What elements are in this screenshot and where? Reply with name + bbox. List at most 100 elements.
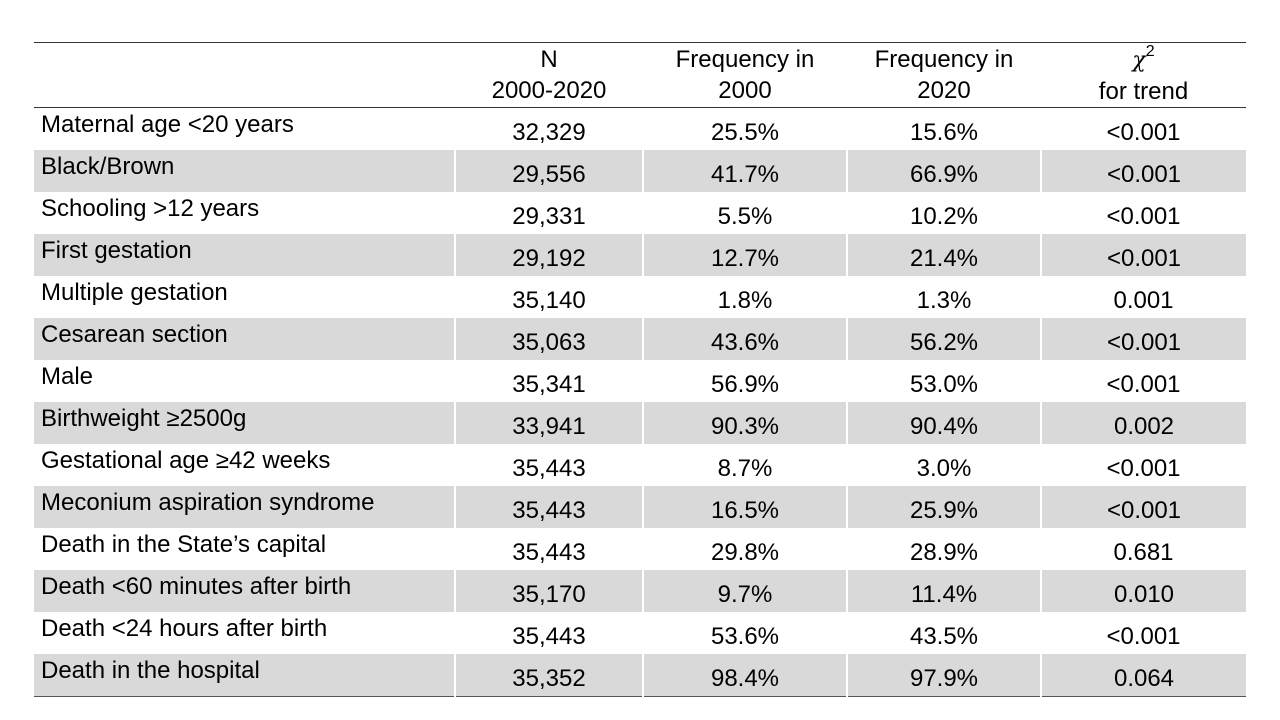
header-f2020-line2: 2020 [917,77,971,104]
table-row: Black/Brown 29,556 41.7% 66.9% <0.001 [34,150,1246,192]
cell-n: 35,063 [454,318,643,360]
table-row: Death in the State’s capital 35,443 29.8% 2… [34,528,1246,570]
cell-n: 29,192 [454,234,643,276]
row-label: Maternal age <20 years [41,111,294,138]
cell-n: 35,443 [512,538,586,566]
cell-n: 35,443 [512,454,586,482]
row-label: Death <60 minutes after birth [34,570,455,612]
cell-frequency-2020: 97.9% [846,654,1041,697]
cell-frequency-2000: 1.8% [717,286,773,314]
row-label: Multiple gestation [41,279,228,306]
row-label: Schooling >12 years [41,195,260,222]
row-label: Black/Brown [34,150,455,192]
table-body: Maternal age <20 years 32,329 25.5% 15.6% <0… [34,108,1246,697]
cell-frequency-2000: 8.7% [717,454,773,482]
row-label: Male [41,363,94,390]
cell-chi-trend: <0.001 [1106,118,1181,146]
table-row: Gestational age ≥42 weeks 35,443 8.7% 3.0% <… [34,444,1246,486]
cell-frequency-2000: 56.9% [710,370,780,398]
header-chi-square: χ2 for trend [1041,42,1246,108]
row-label: Cesarean section [34,318,455,360]
cell-n: 35,443 [512,622,586,650]
row-label: First gestation [34,234,455,276]
header-n-line1: N [540,46,558,73]
cell-n: 29,556 [454,150,643,192]
cell-frequency-2020: 90.4% [846,402,1041,444]
cell-frequency-2000: 9.7% [642,570,847,612]
cell-frequency-2020: 1.3% [916,286,972,314]
data-table: N 2000-2020 Frequency in 2000 Frequency … [34,42,1246,697]
header-label [34,42,455,108]
cell-n: 35,341 [512,370,586,398]
table-row: Multiple gestation 35,140 1.8% 1.3% 0.001 [34,276,1246,318]
header-f2000-line2: 2000 [718,77,772,104]
cell-frequency-2000: 16.5% [642,486,847,528]
header-chi-line2: for trend [1098,77,1189,105]
cell-frequency-2020: 21.4% [846,234,1041,276]
cell-frequency-2020: 10.2% [909,202,979,230]
table-row: Death in the hospital 35,352 98.4% 97.9% 0.0… [34,654,1246,697]
table-row: Schooling >12 years 29,331 5.5% 10.2% <0.001 [34,192,1246,234]
cell-chi-trend: <0.001 [1040,234,1246,276]
table-row: First gestation 29,192 12.7% 21.4% <0.001 [34,234,1246,276]
cell-frequency-2000: 25.5% [710,118,780,146]
cell-n: 35,352 [454,654,643,697]
table-row: Male 35,341 56.9% 53.0% <0.001 [34,360,1246,402]
cell-frequency-2000: 29.8% [710,538,780,566]
cell-frequency-2000: 41.7% [642,150,847,192]
cell-frequency-2020: 28.9% [909,538,979,566]
header-f2000-line1: Frequency in [675,46,815,73]
cell-frequency-2020: 15.6% [909,118,979,146]
row-label: Meconium aspiration syndrome [34,486,455,528]
cell-chi-trend: 0.001 [1113,286,1174,314]
cell-frequency-2020: 66.9% [846,150,1041,192]
cell-chi-trend: <0.001 [1040,486,1246,528]
header-frequency-2020: Frequency in 2020 [847,42,1041,108]
table-row: Maternal age <20 years 32,329 25.5% 15.6% <0… [34,108,1246,151]
cell-n: 35,170 [454,570,643,612]
table-row: Death <24 hours after birth 35,443 53.6% 43… [34,612,1246,654]
cell-frequency-2020: 25.9% [846,486,1041,528]
cell-frequency-2000: 53.6% [710,622,780,650]
cell-chi-trend: 0.010 [1040,570,1246,612]
cell-frequency-2000: 5.5% [717,202,773,230]
row-label: Death in the hospital [34,654,455,697]
header-frequency-2000: Frequency in 2000 [643,42,847,108]
cell-frequency-2020: 53.0% [909,370,979,398]
cell-n: 33,941 [454,402,643,444]
table-header: N 2000-2020 Frequency in 2000 Frequency … [34,42,1246,108]
cell-frequency-2020: 3.0% [916,454,972,482]
cell-chi-trend: <0.001 [1106,202,1181,230]
cell-frequency-2000: 12.7% [642,234,847,276]
cell-n: 32,329 [512,118,586,146]
header-row: N 2000-2020 Frequency in 2000 Frequency … [34,42,1246,108]
cell-chi-trend: <0.001 [1106,370,1181,398]
table-row: Birthweight ≥2500g 33,941 90.3% 90.4% 0.002 [34,402,1246,444]
table-row: Meconium aspiration syndrome 35,443 16.5% 2… [34,486,1246,528]
row-label: Birthweight ≥2500g [34,402,455,444]
cell-frequency-2000: 90.3% [642,402,847,444]
cell-frequency-2020: 43.5% [909,622,979,650]
cell-frequency-2020: 11.4% [846,570,1041,612]
cell-n: 29,331 [512,202,586,230]
chi-superscript: 2 [1145,42,1155,60]
cell-chi-trend: <0.001 [1106,622,1181,650]
cell-chi-trend: <0.001 [1040,318,1246,360]
header-n: N 2000-2020 [455,42,643,108]
table-row: Cesarean section 35,063 43.6% 56.2% <0.001 [34,318,1246,360]
header-f2020-line1: Frequency in [874,46,1014,73]
cell-frequency-2000: 98.4% [642,654,847,697]
row-label: Death in the State’s capital [41,531,327,558]
table-row: Death <60 minutes after birth 35,170 9.7% 1… [34,570,1246,612]
cell-chi-trend: 0.064 [1040,654,1246,697]
cell-chi-trend: 0.002 [1040,402,1246,444]
cell-frequency-2000: 43.6% [642,318,847,360]
cell-frequency-2020: 56.2% [846,318,1041,360]
cell-chi-trend: 0.681 [1113,538,1174,566]
cell-chi-trend: <0.001 [1106,454,1181,482]
row-label: Gestational age ≥42 weeks [41,447,331,474]
cell-n: 35,443 [454,486,643,528]
header-n-line2: 2000-2020 [491,77,607,104]
row-label: Death <24 hours after birth [41,615,328,642]
cell-chi-trend: <0.001 [1040,150,1246,192]
